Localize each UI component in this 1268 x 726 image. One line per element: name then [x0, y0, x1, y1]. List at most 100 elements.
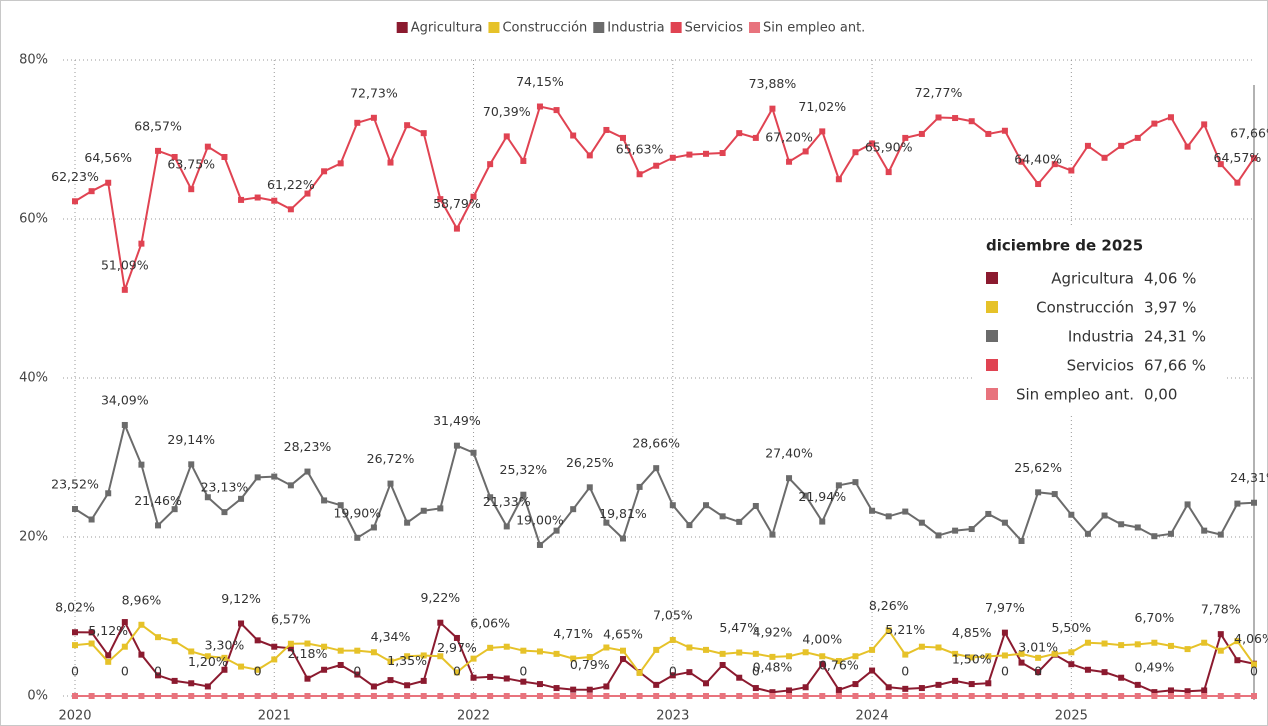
series-point — [404, 693, 411, 699]
series-point — [1251, 661, 1257, 668]
series-point — [935, 644, 942, 651]
series-point — [536, 693, 543, 699]
series-point — [1035, 669, 1042, 676]
data-label: 0,49% — [1135, 660, 1175, 675]
x-tick-label: 2025 — [1055, 709, 1088, 724]
series-point — [952, 693, 959, 699]
series-point — [1234, 179, 1241, 186]
data-label: 28,66% — [632, 436, 680, 451]
series-point — [703, 693, 710, 699]
card-swatch — [986, 388, 998, 400]
series-point — [271, 197, 278, 204]
series-point — [686, 151, 693, 158]
data-label: 2,18% — [288, 646, 328, 661]
series-point — [570, 686, 577, 693]
data-label: 58,79% — [433, 196, 481, 211]
series-point — [586, 686, 593, 693]
data-label: 2,97% — [437, 640, 477, 655]
series-point — [536, 541, 543, 548]
series-point — [686, 669, 693, 676]
series-point — [570, 132, 577, 139]
series-point — [354, 534, 361, 541]
series-point — [869, 140, 876, 147]
series-point — [370, 693, 377, 699]
data-label: 0 — [1250, 664, 1258, 679]
data-label: 0,79% — [570, 657, 610, 672]
series-point — [1201, 527, 1208, 534]
series-point — [1217, 647, 1224, 654]
series-point — [802, 492, 809, 499]
series-point — [503, 675, 510, 682]
data-label: 19,90% — [333, 505, 381, 520]
series-point — [470, 674, 477, 681]
series-point — [238, 663, 245, 670]
data-label: 0 — [453, 664, 461, 679]
data-label: 0,76% — [819, 657, 859, 672]
series-point — [487, 644, 494, 651]
card-row-name: Servicios — [1067, 357, 1135, 375]
series-point — [985, 680, 992, 687]
series-point — [138, 651, 145, 658]
series-point — [769, 653, 776, 660]
series-point — [902, 134, 909, 141]
series-point — [1151, 533, 1158, 540]
data-label: 25,62% — [1014, 460, 1062, 475]
legend-swatch — [670, 22, 682, 33]
series-point — [88, 629, 95, 636]
series-point — [902, 685, 909, 692]
series-point — [204, 693, 211, 699]
series-point — [503, 643, 510, 650]
series-point — [769, 105, 776, 112]
series-point — [852, 653, 859, 660]
legend-label: Sin empleo ant. — [763, 21, 865, 36]
series-point — [1151, 639, 1158, 646]
data-label: 3,01% — [1018, 640, 1058, 655]
series-point — [985, 130, 992, 137]
data-label: 19,81% — [599, 506, 647, 521]
series-point — [636, 693, 643, 699]
series-point — [586, 693, 593, 699]
series-point — [968, 693, 975, 699]
data-label: 27,40% — [765, 446, 813, 461]
card-row-value: 24,31 % — [1144, 328, 1206, 346]
series-point — [1217, 531, 1224, 538]
card-row-value: 4,06 % — [1144, 270, 1196, 288]
series-point — [686, 644, 693, 651]
series-point — [387, 677, 394, 684]
series-point — [138, 240, 145, 247]
series-point — [636, 483, 643, 490]
series-point — [171, 677, 178, 684]
series-point — [1251, 693, 1257, 699]
series-point — [819, 128, 826, 135]
series-point — [653, 693, 660, 699]
series-point — [437, 653, 444, 660]
series-point — [669, 672, 676, 679]
series-point — [952, 115, 959, 122]
series-point — [121, 693, 128, 699]
data-label: 5,21% — [885, 622, 925, 637]
series-point — [603, 644, 610, 651]
series-point — [553, 685, 560, 692]
series-point — [121, 643, 128, 650]
series-point — [985, 653, 992, 660]
series-point — [1068, 511, 1075, 518]
series-point — [1167, 530, 1174, 537]
data-label: 7,78% — [1201, 602, 1241, 617]
series-point — [603, 519, 610, 526]
data-label: 0 — [1034, 664, 1042, 679]
series-point — [1184, 688, 1191, 695]
series-point — [835, 658, 842, 665]
series-point — [586, 654, 593, 661]
series-point — [952, 650, 959, 657]
series-point — [885, 684, 892, 691]
series-point — [221, 666, 228, 673]
series-point — [204, 143, 211, 150]
card-row-value: 0,00 — [1144, 386, 1177, 404]
legend-label: Construcción — [502, 21, 587, 36]
series-point — [786, 687, 793, 694]
series-point — [968, 118, 975, 125]
series-point — [72, 506, 78, 513]
series-point — [885, 693, 892, 699]
series-point — [321, 168, 328, 175]
series-point — [1084, 530, 1091, 537]
